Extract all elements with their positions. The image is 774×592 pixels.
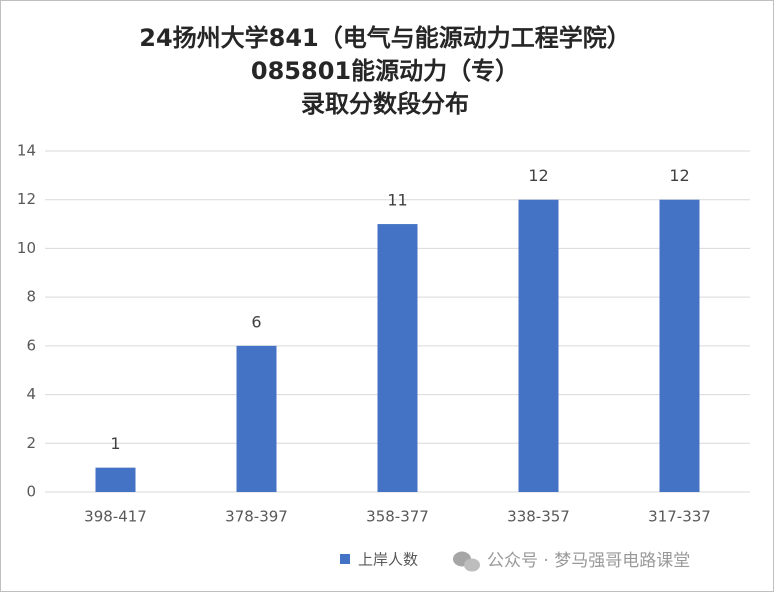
x-tick-label: 358-377 bbox=[366, 508, 429, 526]
watermark-icon bbox=[453, 551, 480, 572]
y-tick-label: 10 bbox=[17, 239, 36, 257]
chart-title: 录取分数段分布 bbox=[301, 90, 469, 118]
y-tick-label: 2 bbox=[26, 434, 36, 452]
legend-label: 上岸人数 bbox=[358, 551, 418, 569]
data-label: 12 bbox=[669, 166, 689, 185]
bar bbox=[518, 199, 559, 492]
bar bbox=[236, 345, 277, 492]
x-tick-label: 378-397 bbox=[225, 508, 288, 526]
chart-title: 085801能源动力（专） bbox=[251, 57, 519, 85]
x-tick-label: 338-357 bbox=[507, 508, 570, 526]
x-tick-label: 317-337 bbox=[648, 508, 711, 526]
watermark: 公众号 · 梦马强哥电路课堂 bbox=[487, 551, 690, 571]
y-tick-label: 6 bbox=[26, 336, 36, 354]
y-tick-label: 0 bbox=[26, 483, 36, 501]
data-label: 6 bbox=[251, 312, 261, 331]
data-label: 1 bbox=[110, 434, 120, 453]
y-tick-label: 12 bbox=[17, 190, 36, 208]
legend-swatch bbox=[340, 554, 350, 564]
y-tick-label: 8 bbox=[26, 288, 36, 306]
bar bbox=[659, 199, 700, 492]
y-tick-label: 14 bbox=[17, 142, 36, 160]
data-label: 11 bbox=[387, 191, 407, 210]
bar bbox=[377, 224, 418, 493]
bar bbox=[95, 467, 136, 492]
x-tick-label: 398-417 bbox=[84, 508, 147, 526]
y-tick-label: 4 bbox=[26, 385, 36, 403]
data-label: 12 bbox=[528, 166, 548, 185]
chart-title: 24扬州大学841（电气与能源动力工程学院） bbox=[139, 24, 631, 52]
